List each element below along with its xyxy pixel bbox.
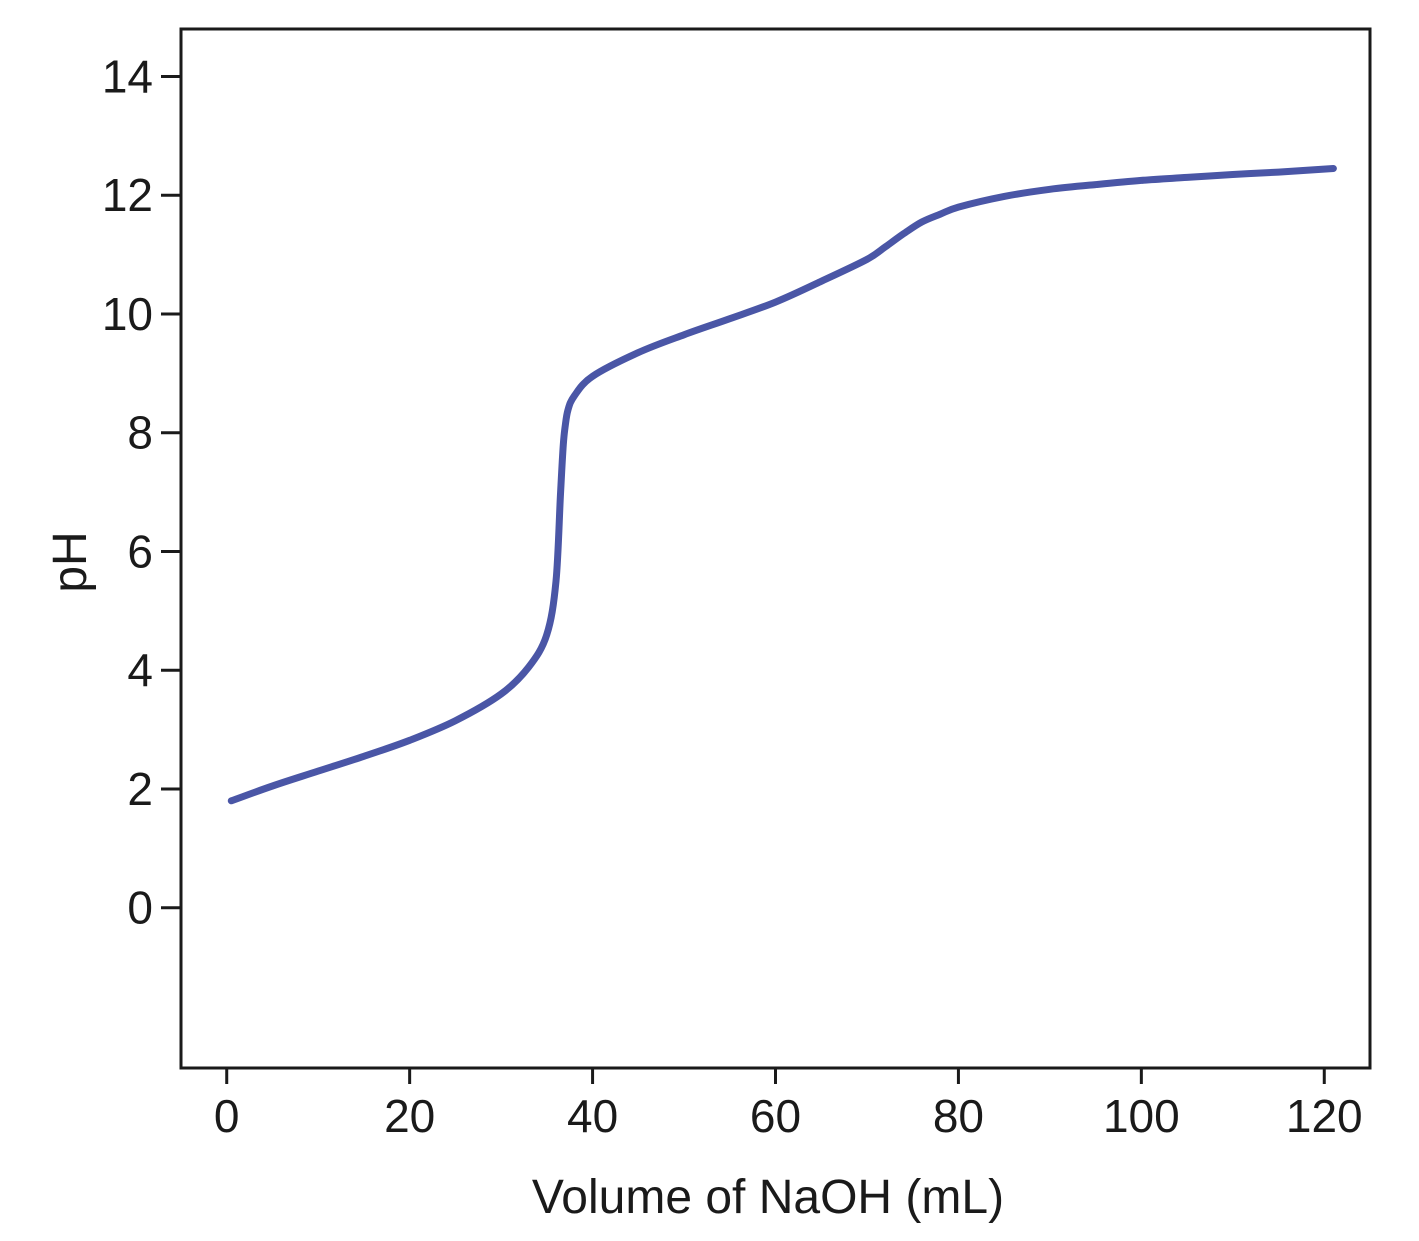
y-tick-label: 12 bbox=[102, 169, 153, 221]
y-axis-title: pH bbox=[44, 531, 97, 592]
x-tick-label: 120 bbox=[1286, 1090, 1363, 1142]
x-tick-label: 100 bbox=[1103, 1090, 1180, 1142]
y-tick-label: 0 bbox=[127, 882, 153, 934]
y-tick-label: 8 bbox=[127, 407, 153, 459]
y-axis: 0 2 4 6 8 10 12 14 bbox=[102, 50, 181, 934]
titration-curve-line bbox=[227, 165, 1337, 805]
x-tick-label: 80 bbox=[933, 1090, 984, 1142]
x-tick-label: 20 bbox=[384, 1090, 435, 1142]
series-layer bbox=[227, 165, 1337, 805]
x-axis: 0 20 40 60 80 100 120 bbox=[214, 1068, 1363, 1142]
x-tick-label: 0 bbox=[214, 1090, 240, 1142]
y-tick-label: 4 bbox=[127, 644, 153, 696]
y-tick-label: 14 bbox=[102, 50, 153, 102]
plot-frame bbox=[179, 27, 1372, 1070]
x-axis-title: Volume of NaOH (mL) bbox=[532, 1171, 1004, 1224]
y-tick-label: 2 bbox=[127, 763, 153, 815]
y-tick-label: 10 bbox=[102, 288, 153, 340]
x-tick-label: 40 bbox=[567, 1090, 618, 1142]
x-tick-label: 60 bbox=[750, 1090, 801, 1142]
y-tick-label: 6 bbox=[127, 525, 153, 577]
